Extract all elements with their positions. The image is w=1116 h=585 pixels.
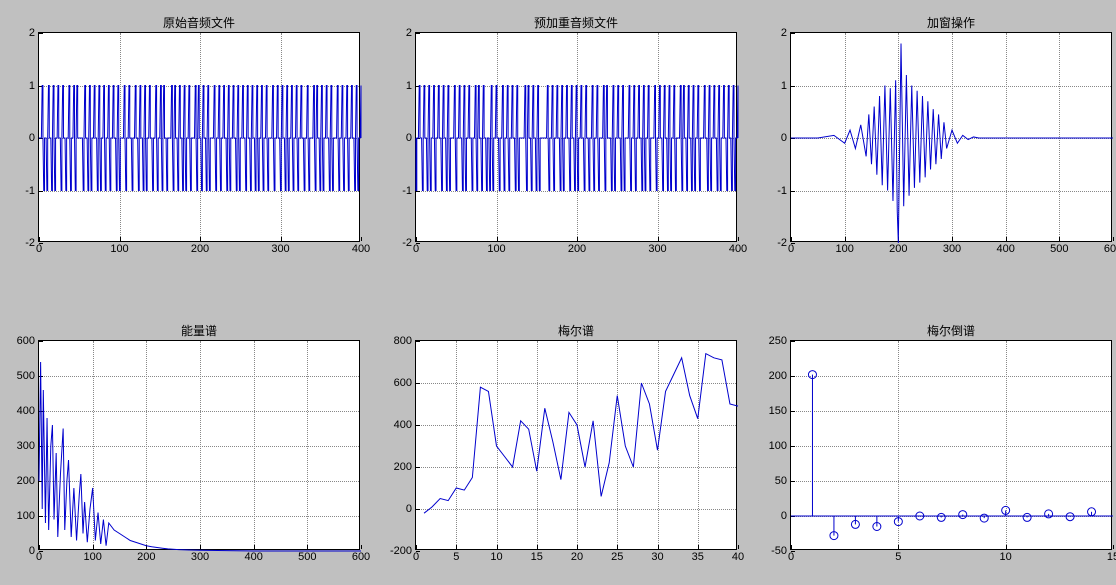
ytick-label: 0: [29, 132, 39, 144]
axes: 01002003004005006000100200300400500600: [38, 340, 360, 550]
subplot-3: 能量谱0100200300400500600010020030040050060…: [38, 340, 360, 550]
xtick-label: 300: [191, 549, 209, 563]
xtick-label: 5: [895, 549, 901, 563]
xtick-label: 400: [352, 241, 370, 255]
plot-title: 能量谱: [38, 322, 360, 339]
plot-area: [39, 33, 359, 241]
ytick-label: 400: [17, 405, 39, 417]
ytick-label: 0: [781, 510, 791, 522]
xtick-label: 100: [487, 241, 505, 255]
xtick-label: 100: [83, 549, 101, 563]
ytick-label: 300: [17, 440, 39, 452]
xtick-label: 300: [271, 241, 289, 255]
ytick-label: -1: [777, 185, 791, 197]
data-line: [424, 354, 738, 514]
xtick-label: 100: [110, 241, 128, 255]
ytick-label: 400: [394, 419, 416, 431]
xtick-label: 0: [413, 241, 419, 255]
stem-marker: [1066, 513, 1074, 521]
plot-area: [791, 33, 1111, 241]
ytick-label: 1: [406, 80, 416, 92]
plot-title: 加窗操作: [790, 14, 1112, 31]
ytick-label: 100: [769, 440, 791, 452]
xtick-label: 35: [692, 549, 704, 563]
plot-area: [791, 341, 1111, 549]
plot-title: 梅尔倒谱: [790, 322, 1112, 339]
xtick-label: 200: [568, 241, 586, 255]
xtick-label: 0: [413, 549, 419, 563]
ytick-label: 250: [769, 335, 791, 347]
stem-marker: [1023, 513, 1031, 521]
xtick-label: 200: [889, 241, 907, 255]
plot-title: 原始音频文件: [38, 14, 360, 31]
xtick-label: 100: [835, 241, 853, 255]
xtick-label: 200: [191, 241, 209, 255]
data-line: [791, 44, 1113, 244]
ytick-label: 0: [406, 503, 416, 515]
plot-title: 梅尔谱: [415, 322, 737, 339]
xtick-label: 0: [36, 549, 42, 563]
xtick-label: 0: [788, 549, 794, 563]
xtick-label: 30: [651, 549, 663, 563]
xtick-label: 400: [996, 241, 1014, 255]
xtick-label: 15: [1107, 549, 1116, 563]
xtick-label: 20: [571, 549, 583, 563]
plot-area: [416, 341, 736, 549]
ytick-label: -1: [402, 185, 416, 197]
ytick-label: 500: [17, 370, 39, 382]
axes: -2-10120100200300400500600: [790, 32, 1112, 242]
xtick-label: 5: [453, 549, 459, 563]
xtick-label: 25: [611, 549, 623, 563]
xtick-label: 300: [943, 241, 961, 255]
ytick-label: 100: [17, 510, 39, 522]
xtick-label: 600: [1104, 241, 1116, 255]
ytick-label: 600: [394, 377, 416, 389]
subplot-2: 加窗操作-2-10120100200300400500600: [790, 32, 1112, 242]
ytick-label: 0: [781, 132, 791, 144]
plot-area: [416, 33, 736, 241]
xtick-label: 400: [729, 241, 747, 255]
xtick-label: 40: [732, 549, 744, 563]
plot-title: 预加重音频文件: [415, 14, 737, 31]
xtick-label: 300: [648, 241, 666, 255]
ytick-label: 2: [29, 27, 39, 39]
xtick-label: 0: [788, 241, 794, 255]
xtick-label: 10: [490, 549, 502, 563]
ytick-label: 800: [394, 335, 416, 347]
ytick-label: 600: [17, 335, 39, 347]
stem-marker: [937, 513, 945, 521]
ytick-label: 0: [406, 132, 416, 144]
ytick-label: 50: [775, 475, 791, 487]
stem-marker: [959, 511, 967, 519]
axes: -2-10120100200300400: [415, 32, 737, 242]
xtick-label: 500: [1050, 241, 1068, 255]
subplot-1: 预加重音频文件-2-10120100200300400: [415, 32, 737, 242]
xtick-label: 15: [531, 549, 543, 563]
ytick-label: 1: [781, 80, 791, 92]
ytick-label: 2: [781, 27, 791, 39]
ytick-label: 2: [406, 27, 416, 39]
data-line: [39, 362, 361, 551]
subplot-5: 梅尔倒谱-50050100150200250051015: [790, 340, 1112, 550]
data-line: [416, 86, 738, 191]
ytick-label: 200: [394, 461, 416, 473]
plot-area: [39, 341, 359, 549]
axes: -50050100150200250051015: [790, 340, 1112, 550]
ytick-label: -1: [25, 185, 39, 197]
subplot-0: 原始音频文件-2-10120100200300400: [38, 32, 360, 242]
xtick-label: 0: [36, 241, 42, 255]
ytick-label: 200: [17, 475, 39, 487]
ytick-label: 200: [769, 370, 791, 382]
subplot-4: 梅尔谱-20002004006008000510152025303540: [415, 340, 737, 550]
data-line: [39, 86, 361, 191]
xtick-label: 200: [137, 549, 155, 563]
axes: -20002004006008000510152025303540: [415, 340, 737, 550]
ytick-label: 150: [769, 405, 791, 417]
ytick-label: 1: [29, 80, 39, 92]
axes: -2-10120100200300400: [38, 32, 360, 242]
figure: 原始音频文件-2-10120100200300400预加重音频文件-2-1012…: [0, 0, 1116, 585]
xtick-label: 10: [1000, 549, 1012, 563]
